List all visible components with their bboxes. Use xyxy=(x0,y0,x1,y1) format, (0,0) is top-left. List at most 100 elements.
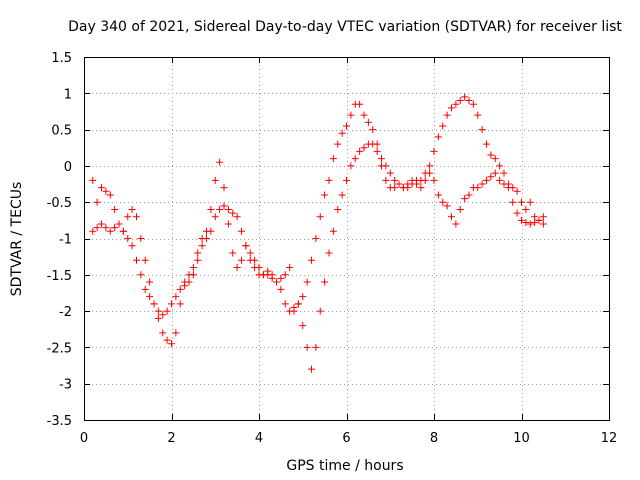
data-point-series-1 xyxy=(229,249,237,257)
data-point-series-1 xyxy=(465,97,473,105)
data-point-series-1 xyxy=(224,220,232,228)
data-point-series-2 xyxy=(102,224,110,232)
data-point-series-1 xyxy=(461,93,469,101)
ticks-layer xyxy=(84,57,610,421)
data-point-series-2 xyxy=(351,155,359,163)
data-point-series-1 xyxy=(483,140,490,148)
x-tick-label: 10 xyxy=(513,431,530,446)
y-tick-label: -0.5 xyxy=(47,196,72,211)
data-point-series-1 xyxy=(360,111,368,119)
data-point-series-2 xyxy=(487,173,495,181)
data-point-series-2 xyxy=(474,184,482,192)
data-point-series-2 xyxy=(224,205,232,213)
data-point-series-2 xyxy=(198,242,206,250)
data-point-series-1 xyxy=(496,162,504,170)
data-point-series-2 xyxy=(321,278,329,286)
data-point-series-2 xyxy=(316,307,324,315)
data-point-series-1 xyxy=(220,184,228,192)
data-point-series-2 xyxy=(430,176,438,184)
data-point-series-1 xyxy=(137,235,145,242)
data-point-series-2 xyxy=(303,343,311,351)
data-point-series-2 xyxy=(194,256,202,264)
data-point-series-2 xyxy=(369,140,377,148)
data-point-series-2 xyxy=(273,278,280,286)
data-point-series-2 xyxy=(185,278,193,286)
x-tick-label: 6 xyxy=(342,431,350,446)
data-point-series-2 xyxy=(229,209,237,217)
x-tick-label: 12 xyxy=(601,431,618,446)
data-point-series-1 xyxy=(487,151,495,159)
data-point-series-1 xyxy=(281,271,289,279)
data-point-series-1 xyxy=(456,97,464,105)
data-point-series-1 xyxy=(369,126,377,134)
data-point-series-1 xyxy=(500,169,508,177)
data-point-series-2 xyxy=(98,220,105,228)
data-point-series-1 xyxy=(452,100,460,108)
data-point-series-1 xyxy=(378,155,385,163)
data-point-series-1 xyxy=(168,340,175,348)
data-point-series-1 xyxy=(364,118,372,126)
data-point-series-1 xyxy=(325,176,333,184)
data-point-series-1 xyxy=(238,256,245,264)
data-point-series-2 xyxy=(124,235,132,242)
data-point-series-2 xyxy=(308,365,315,373)
y-tick-label: -3 xyxy=(59,378,72,393)
data-point-series-2 xyxy=(356,147,364,155)
data-point-series-2 xyxy=(496,176,504,184)
data-point-series-1 xyxy=(478,126,486,134)
data-point-series-2 xyxy=(290,303,298,311)
data-point-series-1 xyxy=(146,278,154,286)
data-point-series-1 xyxy=(246,249,254,257)
data-point-series-1 xyxy=(347,111,355,119)
data-point-series-2 xyxy=(203,235,210,242)
tick-labels-layer: 0 2 4 6 8 10 12 -3.5 -3 -2.5 -2 -1.5 -1 -0.5 0 0.5 1 1.5 xyxy=(47,51,618,446)
data-point-series-2 xyxy=(456,205,464,213)
data-point-series-2 xyxy=(259,271,267,279)
data-point-series-1 xyxy=(141,256,149,264)
y-axis-label: SDTVAR / TECUs xyxy=(9,182,25,297)
data-point-series-1 xyxy=(522,219,530,227)
data-point-series-2 xyxy=(220,202,228,210)
data-point-series-1 xyxy=(469,100,477,108)
y-tick-label: -2.5 xyxy=(47,341,72,356)
data-point-series-1 xyxy=(106,191,114,199)
data-point-series-2 xyxy=(246,256,254,264)
data-point-series-1 xyxy=(338,129,346,137)
data-point-series-2 xyxy=(163,307,171,315)
data-point-series-2 xyxy=(347,162,355,170)
data-point-series-2 xyxy=(522,205,530,213)
data-point-series-1 xyxy=(93,198,101,206)
data-point-series-2 xyxy=(391,184,399,192)
data-point-series-2 xyxy=(343,176,350,184)
data-point-series-1 xyxy=(111,205,119,213)
data-point-series-2 xyxy=(207,227,215,235)
data-point-series-2 xyxy=(111,224,119,232)
data-point-series-2 xyxy=(154,307,162,315)
y-tick-label: 0.5 xyxy=(51,124,72,139)
data-point-series-2 xyxy=(211,213,219,221)
data-point-series-2 xyxy=(434,191,442,199)
data-point-series-2 xyxy=(216,205,224,213)
data-point-series-2 xyxy=(189,271,197,279)
data-point-series-2 xyxy=(264,267,272,275)
data-point-series-1 xyxy=(312,235,320,242)
data-point-series-2 xyxy=(89,227,97,235)
data-point-series-2 xyxy=(448,213,455,221)
data-point-series-1 xyxy=(321,191,329,199)
data-point-series-2 xyxy=(334,205,342,213)
data-point-series-2 xyxy=(141,285,149,293)
data-point-series-1 xyxy=(434,133,442,141)
data-point-series-2 xyxy=(539,220,547,228)
data-point-series-1 xyxy=(526,220,534,228)
data-point-series-2 xyxy=(461,195,469,203)
data-point-series-2 xyxy=(439,198,447,206)
x-axis-label: GPS time / hours xyxy=(286,458,403,474)
data-point-series-1 xyxy=(128,205,136,213)
data-point-series-1 xyxy=(277,274,285,282)
plot-frame xyxy=(84,57,610,421)
data-point-series-2 xyxy=(404,180,412,188)
data-points-layer xyxy=(89,93,547,373)
data-point-series-1 xyxy=(386,169,394,177)
y-tick-label: 1 xyxy=(64,87,72,102)
data-point-series-2 xyxy=(93,224,101,232)
